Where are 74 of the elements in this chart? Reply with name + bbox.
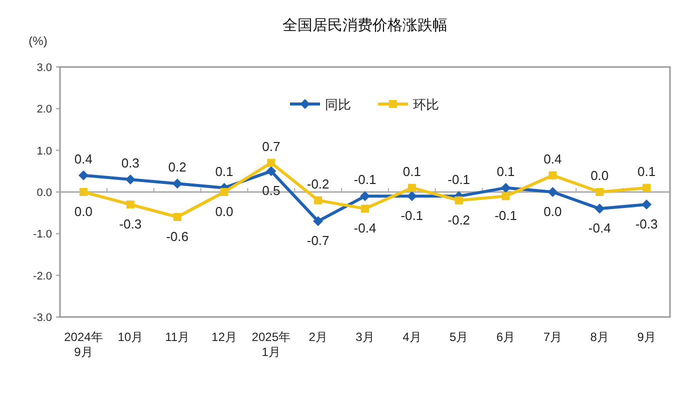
data-label: 0.0 <box>590 168 609 183</box>
data-label: 0.1 <box>215 164 234 179</box>
data-label: -0.2 <box>306 176 330 192</box>
point <box>220 188 228 196</box>
point <box>126 200 134 208</box>
point <box>596 188 604 196</box>
y-tick-label: 3.0 <box>36 62 52 74</box>
data-label: 0.4 <box>74 151 92 166</box>
chart-title: 全国居民消费价格涨跌幅 <box>282 17 448 34</box>
data-label: 0.1 <box>496 164 515 179</box>
x-tick-label: 3月 <box>356 330 374 344</box>
data-label: 0.4 <box>544 151 562 166</box>
legend-label: 环比 <box>413 97 439 112</box>
point <box>313 216 324 226</box>
point <box>642 184 651 192</box>
data-label: -0.1 <box>354 172 376 188</box>
point <box>502 192 510 200</box>
x-tick-label: 12月 <box>212 330 237 344</box>
point <box>79 188 88 196</box>
x-tick-label: 9月 <box>637 330 656 344</box>
x-tick-label: 7月 <box>543 330 562 344</box>
x-tick-label: 2025年 1月 <box>252 330 291 359</box>
x-tick-label: 4月 <box>402 330 422 344</box>
point <box>360 191 370 202</box>
data-label: 0.2 <box>168 160 186 175</box>
data-label: 0.0 <box>544 204 562 219</box>
data-label: 0.7 <box>262 138 280 154</box>
x-tick-label: 2月 <box>308 330 328 344</box>
x-tick-label: 10月 <box>118 330 144 344</box>
data-label: 0.5 <box>262 183 280 198</box>
data-label: 0.0 <box>74 204 92 219</box>
point <box>406 191 417 202</box>
data-label: -0.4 <box>588 220 611 236</box>
data-label: 0.1 <box>638 164 656 179</box>
y-axis-title: (%) <box>28 34 48 48</box>
y-tick-label: 0.0 <box>36 187 52 199</box>
data-label: -0.6 <box>166 229 189 244</box>
y-tick-label: -2.0 <box>33 270 52 282</box>
y-tick-label: 1.0 <box>36 145 52 158</box>
y-tick-label: -1.0 <box>33 228 52 241</box>
data-label: -0.7 <box>306 233 330 248</box>
point <box>361 204 369 213</box>
data-label: -0.3 <box>635 216 658 232</box>
data-label: -0.3 <box>119 216 142 232</box>
x-tick-label: 2024年 9月 <box>64 330 103 359</box>
legend-label: 同比 <box>325 97 351 112</box>
point <box>500 182 511 193</box>
point <box>78 170 88 180</box>
y-tick-label: -3.0 <box>33 312 52 324</box>
point <box>548 171 557 180</box>
point <box>454 196 463 204</box>
data-label: -0.4 <box>354 220 376 236</box>
x-tick-label: 8月 <box>590 330 609 344</box>
point <box>266 166 276 176</box>
data-label: 0.0 <box>215 204 234 219</box>
point <box>314 196 322 204</box>
point <box>408 184 416 192</box>
y-tick-label: 2.0 <box>36 104 52 116</box>
point <box>548 187 558 197</box>
data-label: 0.3 <box>121 156 140 170</box>
data-label: -0.2 <box>448 212 470 228</box>
x-tick-label: 5月 <box>450 330 468 344</box>
point <box>594 204 605 214</box>
point <box>267 158 276 167</box>
point <box>642 200 652 210</box>
x-tick-label: 6月 <box>496 330 516 344</box>
data-label: -0.1 <box>494 208 517 224</box>
data-label: 0.1 <box>402 164 421 179</box>
x-tick-label: 11月 <box>165 330 190 344</box>
point <box>125 174 136 184</box>
data-label: -0.1 <box>448 172 470 188</box>
point <box>173 213 182 221</box>
point <box>172 178 182 189</box>
data-label: -0.1 <box>400 208 424 224</box>
